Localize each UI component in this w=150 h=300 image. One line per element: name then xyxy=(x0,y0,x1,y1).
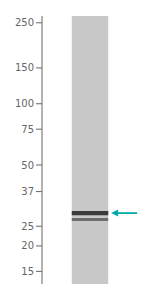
svg-text:50: 50 xyxy=(21,160,34,171)
svg-text:20: 20 xyxy=(21,240,34,251)
svg-text:37: 37 xyxy=(21,186,34,197)
svg-text:25: 25 xyxy=(21,221,34,232)
svg-text:15: 15 xyxy=(21,266,34,277)
svg-text:150: 150 xyxy=(15,62,34,73)
svg-text:250: 250 xyxy=(15,17,34,28)
svg-text:75: 75 xyxy=(21,124,34,135)
svg-text:100: 100 xyxy=(15,98,34,109)
